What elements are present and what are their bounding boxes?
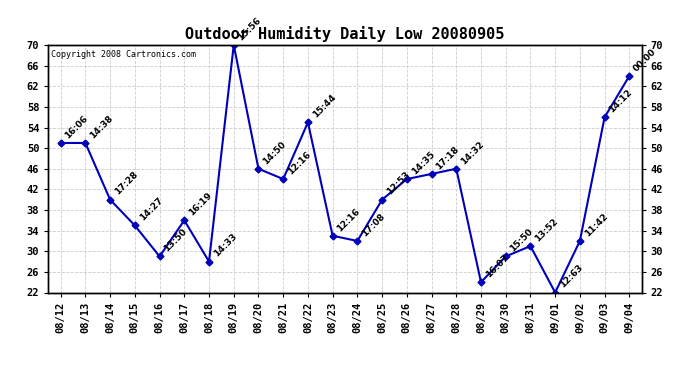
Text: 17:08: 17:08 xyxy=(360,211,387,238)
Text: 15:50: 15:50 xyxy=(509,227,535,254)
Text: 12:16: 12:16 xyxy=(335,206,362,233)
Text: 17:28: 17:28 xyxy=(113,170,139,197)
Text: 12:53: 12:53 xyxy=(385,170,411,197)
Text: 12:63: 12:63 xyxy=(558,263,584,290)
Text: 14:32: 14:32 xyxy=(459,139,486,166)
Text: 16:19: 16:19 xyxy=(187,191,214,217)
Text: 16:07: 16:07 xyxy=(484,253,511,279)
Text: 00:00: 00:00 xyxy=(632,47,658,73)
Text: 16:06: 16:06 xyxy=(63,114,90,140)
Text: 12:16: 12:16 xyxy=(286,150,313,176)
Text: 14:33: 14:33 xyxy=(212,232,239,259)
Text: 15:56: 15:56 xyxy=(237,16,263,42)
Text: Copyright 2008 Cartronics.com: Copyright 2008 Cartronics.com xyxy=(51,50,196,59)
Text: 14:38: 14:38 xyxy=(88,114,115,140)
Text: 11:42: 11:42 xyxy=(582,211,609,238)
Text: 14:35: 14:35 xyxy=(410,150,436,176)
Text: 14:12: 14:12 xyxy=(607,88,634,114)
Text: 14:27: 14:27 xyxy=(137,196,164,223)
Text: 17:18: 17:18 xyxy=(434,144,461,171)
Text: 14:50: 14:50 xyxy=(262,140,288,166)
Text: 13:50: 13:50 xyxy=(162,227,189,254)
Text: 15:44: 15:44 xyxy=(310,93,337,120)
Title: Outdoor Humidity Daily Low 20080905: Outdoor Humidity Daily Low 20080905 xyxy=(186,27,504,42)
Text: 13:52: 13:52 xyxy=(533,217,560,243)
